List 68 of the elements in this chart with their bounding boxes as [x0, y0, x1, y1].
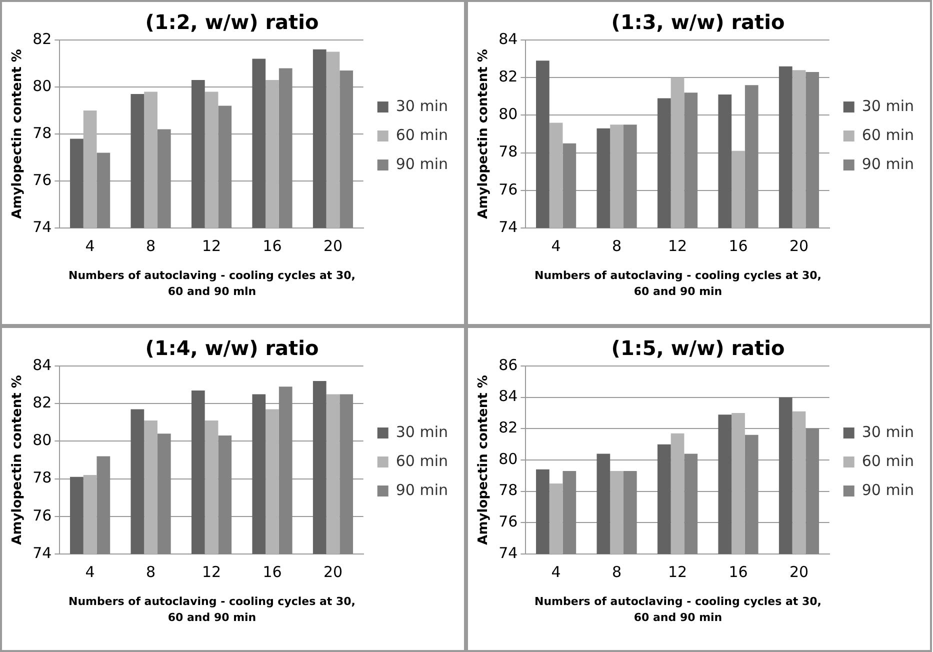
chart-title: (1:3, w/w) ratio [611, 10, 785, 34]
y-tick-label: 76 [32, 170, 52, 189]
y-tick-label: 80 [32, 431, 52, 450]
y-axis-title: Amylopectin content % [476, 375, 492, 545]
y-tick-label: 78 [498, 142, 518, 161]
y-tick-label: 74 [32, 544, 52, 562]
x-axis-title: Numbers of autoclaving - cooling cycles at 30, 60 and 90 min [534, 594, 822, 626]
y-tick-label: 76 [32, 506, 52, 524]
legend-label: 30 min [396, 422, 448, 441]
x-axis-title: Numbers of autoclaving - cooling cycles at 30, 60 and 90 min [68, 594, 356, 626]
x-tick-label: 4 [551, 236, 561, 255]
chart-title: (1:2, w/w) ratio [145, 10, 319, 34]
y-tick-label: 80 [32, 76, 52, 95]
x-tick-label: 12 [668, 562, 688, 581]
x-tick-label: 4 [551, 562, 561, 581]
legend-label: 60 min [862, 452, 914, 470]
y-tick-label: 74 [498, 218, 518, 236]
y-tick-label: 82 [498, 418, 518, 437]
legend-label: 90 min [396, 154, 448, 173]
legend-label: 90 min [862, 480, 914, 499]
x-tick-label: 8 [146, 562, 156, 581]
x-tick-label: 16 [262, 562, 282, 581]
x-tick-label: 16 [262, 236, 282, 255]
legend-label: 90 min [862, 154, 914, 173]
legend-label: 60 min [396, 452, 448, 470]
y-tick-label: 74 [498, 544, 518, 562]
y-axis-title: Amylopectin content % [10, 375, 26, 545]
x-axis-title: Numbers of autoclaving - cooling cycles at 30, 60 and 90 min [534, 268, 822, 300]
x-tick-label: 8 [612, 562, 622, 581]
y-tick-label: 74 [32, 218, 52, 236]
y-tick-label: 84 [498, 30, 518, 48]
x-tick-label: 20 [323, 236, 343, 255]
y-tick-label: 80 [498, 450, 518, 468]
legend-label: 60 min [396, 126, 448, 144]
x-tick-label: 16 [728, 236, 748, 255]
y-tick-label: 82 [32, 30, 52, 48]
y-tick-label: 82 [32, 393, 52, 412]
x-tick-label: 20 [323, 562, 343, 581]
chart-title: (1:4, w/w) ratio [145, 336, 319, 360]
x-tick-label: 12 [202, 562, 222, 581]
chart-title: (1:5, w/w) ratio [611, 336, 785, 360]
y-tick-label: 82 [498, 67, 518, 86]
legend-label: 30 min [862, 96, 914, 115]
legend-label: 30 min [396, 96, 448, 115]
x-tick-label: 20 [789, 236, 809, 255]
y-tick-label: 84 [498, 387, 518, 406]
x-tick-label: 12 [668, 236, 688, 255]
x-tick-label: 12 [202, 236, 222, 255]
y-tick-label: 80 [498, 105, 518, 124]
y-tick-label: 76 [498, 180, 518, 198]
y-tick-label: 84 [32, 356, 52, 374]
legend-label: 30 min [862, 422, 914, 441]
y-tick-label: 78 [498, 481, 518, 500]
y-tick-label: 78 [32, 468, 52, 487]
y-tick-label: 76 [498, 512, 518, 531]
x-tick-label: 4 [85, 236, 95, 255]
y-axis-title: Amylopectin content % [476, 49, 492, 219]
y-axis-title: Amylopectin content % [10, 49, 26, 219]
legend-label: 90 min [396, 480, 448, 499]
x-axis-title: Numbers of autoclaving - cooling cycles at 30, 60 and 90 mln [68, 268, 356, 300]
x-tick-label: 4 [85, 562, 95, 581]
legend-label: 60 min [862, 126, 914, 144]
y-tick-label: 86 [498, 356, 518, 374]
x-tick-label: 16 [728, 562, 748, 581]
x-tick-label: 8 [612, 236, 622, 255]
y-tick-label: 78 [32, 124, 52, 142]
x-tick-label: 20 [789, 562, 809, 581]
x-tick-label: 8 [146, 236, 156, 255]
